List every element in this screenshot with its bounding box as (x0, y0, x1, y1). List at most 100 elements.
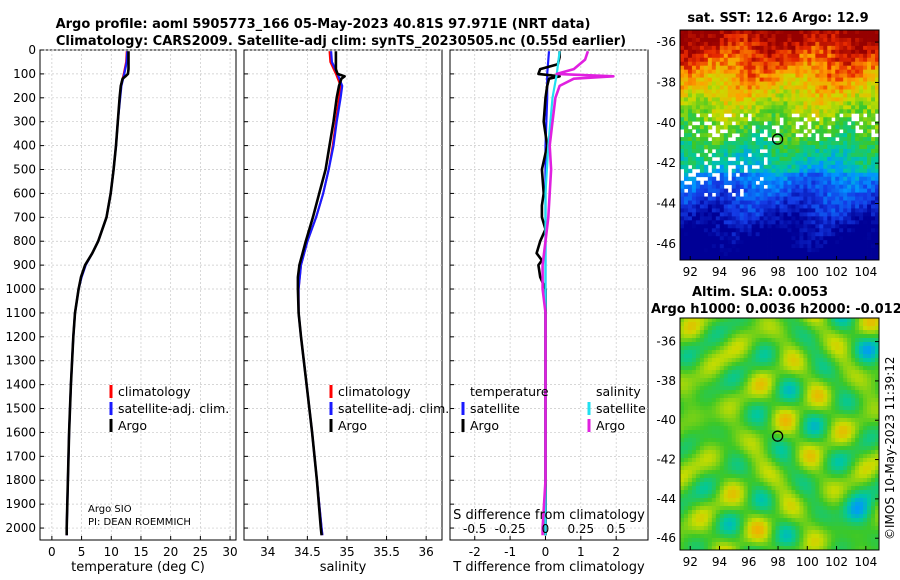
sst-cell (811, 156, 816, 162)
sst-cell (803, 180, 808, 186)
sst-cell (831, 41, 836, 47)
sst-cell (875, 236, 879, 241)
sst-cell (715, 192, 721, 197)
sst-cell (703, 184, 709, 190)
sst-cell (859, 176, 864, 182)
sla-cell (680, 422, 685, 427)
sst-cell (863, 41, 868, 47)
sla-cell (843, 426, 848, 431)
x-tick-label: 30 (222, 545, 237, 559)
sst-cell (751, 101, 757, 106)
sla-cell (699, 382, 705, 387)
sla-cell (819, 438, 824, 443)
sst-cell (695, 156, 701, 162)
sla-cell (863, 370, 868, 375)
sla-cell (867, 410, 872, 415)
sla-cell (731, 394, 737, 399)
sst-cell (731, 252, 737, 257)
sst-cell (747, 97, 753, 102)
sst-cell (727, 101, 733, 106)
sst-cell (871, 81, 876, 86)
sst-cell (715, 93, 721, 98)
sst-cell (851, 33, 856, 39)
sst-cell (707, 180, 713, 186)
sla-cell (703, 370, 709, 375)
sst-cell (807, 45, 812, 51)
sst-cell (771, 129, 776, 134)
sst-cell (779, 168, 784, 174)
sst-cell (847, 141, 852, 146)
sla-cell (779, 470, 784, 475)
sst-cell (743, 176, 749, 182)
sla-cell (771, 434, 776, 439)
sst-cell (835, 156, 840, 162)
sla-cell (695, 366, 701, 371)
sst-cell (747, 93, 753, 98)
sla-cell (687, 434, 693, 439)
sla-cell (823, 334, 828, 339)
sst-cell (703, 81, 709, 86)
sst-cell (739, 200, 745, 205)
sla-cell (711, 322, 717, 327)
sst-cell (739, 41, 745, 47)
sst-cell (731, 65, 737, 71)
sst-cell (831, 188, 836, 193)
sla-cell (787, 430, 792, 435)
sla-cell (719, 330, 725, 335)
sla-cell (855, 458, 860, 463)
sla-cell (859, 382, 864, 387)
sst-cell (775, 57, 780, 63)
sst-cell (787, 109, 792, 114)
sst-cell (827, 240, 832, 245)
sst-cell (791, 85, 796, 90)
sla-cell (687, 370, 693, 375)
sla-cell (711, 350, 717, 355)
sla-cell (755, 354, 760, 359)
sst-cell (795, 188, 800, 193)
sst-cell (771, 220, 776, 225)
sst-cell (859, 188, 864, 193)
sst-cell (783, 160, 788, 166)
sst-cell (843, 125, 848, 130)
sla-cell (795, 418, 800, 423)
sst-cell (747, 145, 753, 150)
sla-cell (691, 362, 697, 367)
sst-cell (815, 61, 820, 67)
sst-cell (827, 61, 832, 67)
sla-cell (827, 438, 832, 443)
sst-cell (707, 224, 713, 229)
sst-cell (763, 240, 768, 245)
sst-cell (855, 49, 860, 55)
sst-cell (759, 69, 764, 75)
sst-cell (815, 69, 820, 75)
sst-cell (799, 117, 804, 122)
sst-cell (799, 180, 804, 186)
sla-cell (823, 366, 828, 371)
sst-cell (703, 196, 709, 201)
sst-cell (815, 244, 820, 249)
sst-cell (695, 192, 701, 197)
sst-cell (699, 184, 705, 190)
sst-cell (787, 45, 792, 51)
sst-cell (771, 244, 776, 249)
sst-cell (823, 204, 828, 209)
sst-cell (739, 176, 745, 182)
sst-cell (775, 172, 780, 178)
sla-cell (691, 438, 697, 443)
sst-cell (699, 129, 705, 134)
sst-cell (687, 216, 693, 221)
sst-cell (755, 216, 760, 221)
sla-cell (703, 366, 709, 371)
sla-cell (795, 410, 800, 415)
sla-cell (707, 454, 713, 459)
sla-cell (855, 318, 860, 323)
sst-cell (755, 89, 760, 94)
sla-cell (739, 330, 745, 335)
sst-cell (759, 145, 764, 150)
sst-cell (707, 109, 713, 114)
sst-cell (743, 148, 749, 154)
sst-cell (791, 33, 796, 39)
sla-cell (723, 426, 729, 431)
sla-cell (687, 398, 693, 403)
sst-cell (775, 244, 780, 249)
